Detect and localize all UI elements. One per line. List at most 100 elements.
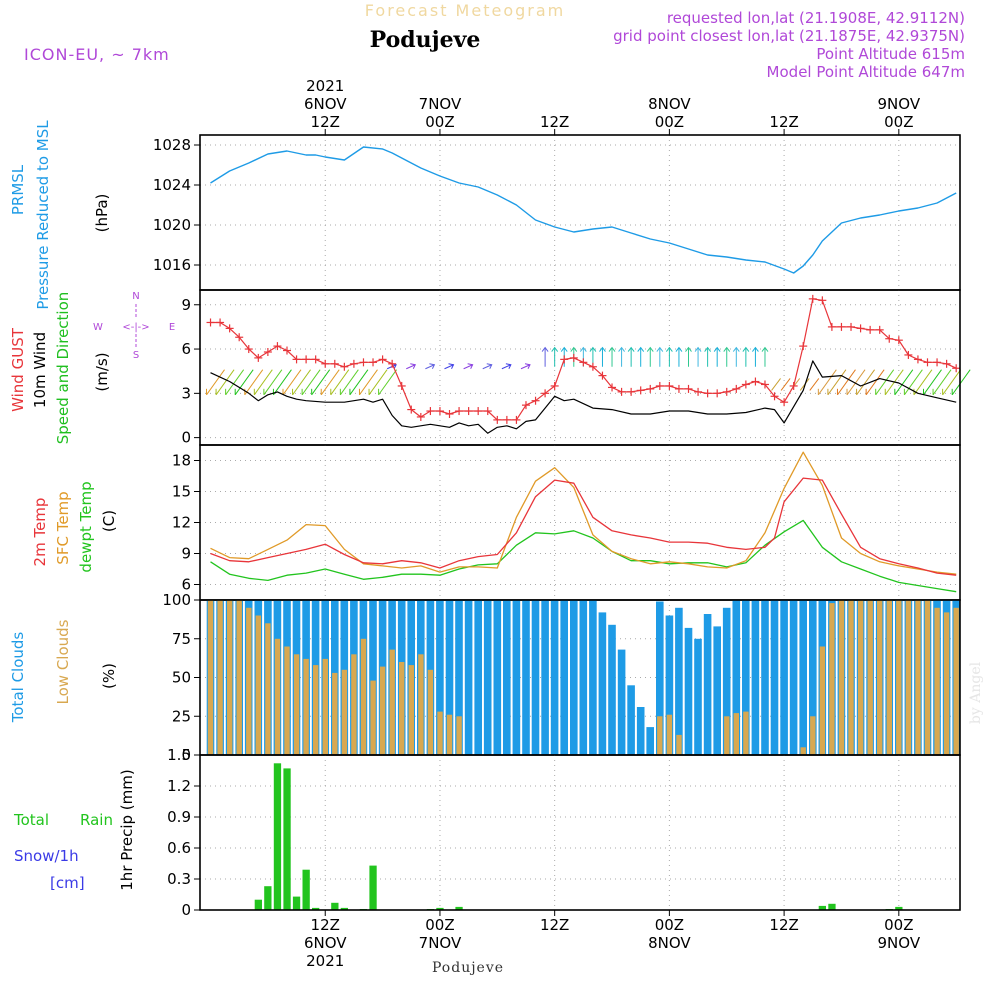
low-cloud-bar (246, 607, 252, 756)
wind-label-dir: Speed and Direction (54, 292, 72, 445)
wind-label-10m: 10m Wind (31, 332, 49, 408)
bottom-time-label: 6NOV (304, 934, 347, 952)
precip-label-total: Total (13, 811, 49, 829)
pressure-label-b: Pressure Reduced to MSL (34, 120, 52, 310)
low-cloud-bar (867, 600, 873, 755)
low-cloud-bar (265, 623, 271, 756)
low-cloud-bar (255, 615, 261, 755)
total-cloud-bar (780, 600, 788, 755)
y-tick-label: 0.6 (167, 839, 191, 857)
low-cloud-bar (800, 747, 806, 756)
total-cloud-bar (474, 600, 482, 755)
low-cloud-bar (924, 600, 931, 755)
wind-barb (263, 369, 283, 396)
low-cloud-bar (905, 600, 912, 755)
wind-barb (903, 369, 923, 396)
wind-barb (359, 369, 378, 396)
wind-arrow-head (761, 346, 769, 352)
wind-barb (206, 369, 225, 396)
wind-arrow (444, 364, 454, 370)
total-cloud-bar (703, 614, 712, 755)
wind-arrow-head (486, 363, 493, 369)
rain-bar (312, 907, 320, 910)
wind-arrow-head (723, 346, 731, 352)
wind-arrow (501, 364, 512, 370)
y-tick-label: 9 (181, 296, 191, 314)
y-tick-label: 9 (181, 545, 191, 563)
wind-arrow-head (704, 346, 712, 352)
wind-arrow-head (713, 346, 721, 352)
wind-arrow-head (742, 346, 750, 352)
low-cloud-bar (322, 658, 328, 755)
total-cloud-bar (761, 600, 769, 755)
total-cloud-bar (694, 638, 702, 756)
rain-bar (254, 899, 262, 910)
low-cloud-bar (360, 638, 367, 756)
low-cloud-bar (274, 638, 281, 756)
y-tick-label: 1028 (153, 136, 191, 154)
total-cloud-bar (675, 607, 683, 756)
total-cloud-bar (464, 600, 473, 755)
low-cloud-bar (733, 713, 739, 755)
rain-bar (436, 907, 444, 910)
panel-frame (199, 289, 961, 446)
wind-arrow (463, 364, 473, 370)
footer-location: Podujeve (432, 960, 504, 976)
rain-bar (331, 902, 339, 910)
temp-label-dew: dewpt Temp (77, 481, 95, 572)
wind-arrow-head (467, 363, 474, 369)
rain-bar (369, 865, 377, 910)
rain-bar (302, 869, 310, 910)
total-cloud-bar (684, 627, 693, 755)
low-cloud-bar (227, 600, 233, 755)
y-tick-label: 75 (172, 630, 191, 648)
point-altitude: Point Altitude 615m (816, 45, 965, 63)
wind-arrow-head (675, 346, 683, 352)
wind-barb (349, 369, 369, 396)
y-tick-label: 1.2 (167, 777, 191, 795)
temp-label-2m: 2m Temp (31, 498, 49, 567)
low-cloud-bar (838, 600, 845, 755)
precip-bars (254, 763, 903, 910)
clouds-label-low: Low Clouds (54, 619, 72, 704)
grid-point: grid point closest lon,lat (21.1875E, 42… (613, 27, 965, 45)
wind-barb (215, 369, 235, 396)
low-cloud-bar (810, 716, 816, 756)
wind-barb (253, 369, 273, 396)
total-cloud-bar (522, 600, 530, 755)
y-tick-label: 15 (172, 483, 191, 501)
model-label: ICON-EU, ~ 7km (24, 45, 170, 64)
y-tick-label: 50 (172, 669, 191, 687)
wind-barb (913, 369, 933, 396)
wind-arrow-head (637, 346, 645, 352)
rain-bar (828, 903, 836, 910)
pressure-unit: (hPa) (93, 194, 111, 233)
bottom-time-label: 8NOV (648, 934, 691, 952)
wind-barb (837, 369, 856, 396)
y-tick-label: 0 (181, 746, 191, 764)
dewpoint-line (210, 519, 957, 593)
total-cloud-bar (617, 649, 626, 755)
wind-barb (273, 369, 292, 396)
wind-barb (234, 369, 254, 396)
model-altitude: Model Point Altitude 647m (767, 63, 965, 81)
low-cloud-bar (857, 600, 864, 755)
low-cloud-bar (848, 600, 854, 755)
top-time-label: 00Z (884, 113, 913, 131)
wind-arrow (425, 364, 435, 370)
wind-arrow (482, 364, 492, 370)
total-cloud-bar (369, 600, 377, 755)
total-cloud-bar (570, 600, 578, 755)
low-cloud-bar (427, 669, 434, 756)
total-cloud-bar (445, 600, 454, 755)
wind-arrow-head (579, 346, 587, 352)
total-cloud-bar (503, 600, 511, 755)
low-cloud-bar (207, 600, 214, 755)
precip-label-snow: Snow/1h (14, 847, 79, 865)
wind-barb (225, 369, 245, 396)
wind-barb (846, 369, 866, 396)
rain-bar (292, 896, 301, 910)
total-cloud-bar (770, 600, 779, 755)
